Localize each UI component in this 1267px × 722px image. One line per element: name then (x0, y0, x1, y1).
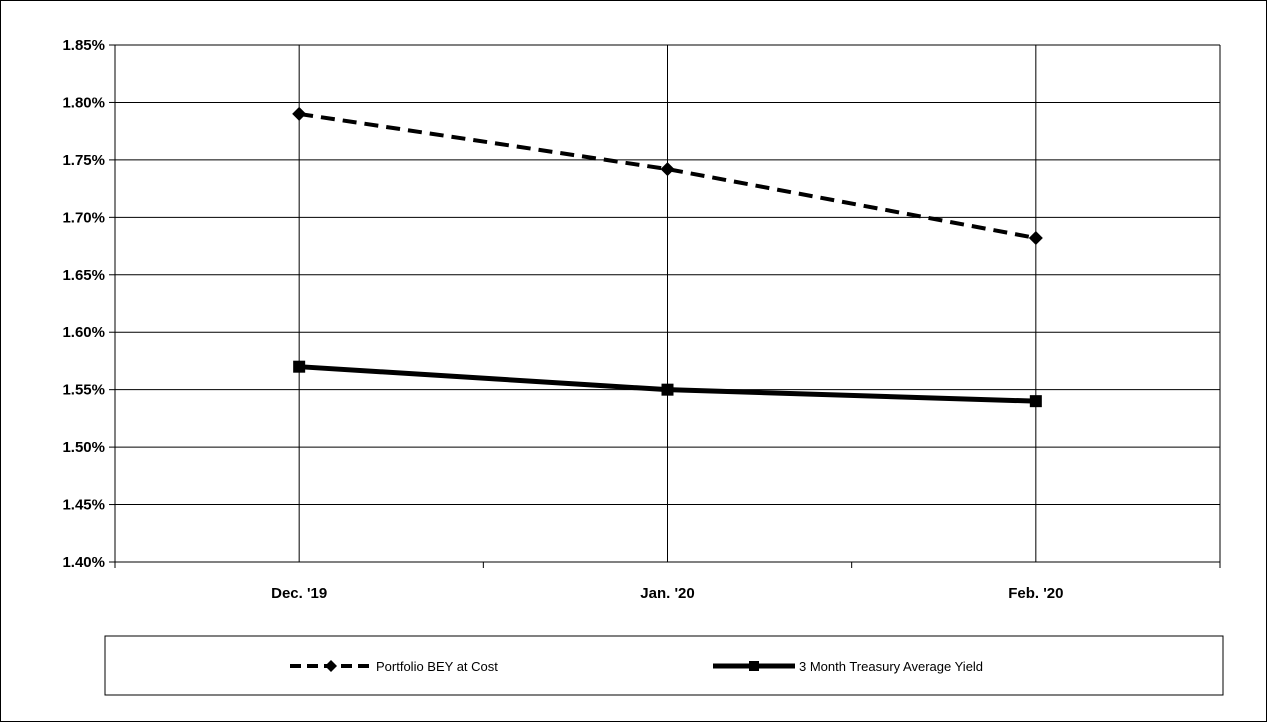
y-tick-label: 1.55% (62, 382, 105, 399)
legend-marker (325, 660, 337, 672)
x-tick-labels: Dec. '19 Jan. '20 Feb. '20 (271, 585, 1063, 602)
y-tick-label: 1.70% (62, 209, 105, 226)
legend-box (104, 635, 1224, 696)
axes (109, 44, 1221, 568)
y-tick-label: 1.45% (62, 497, 105, 514)
series-line (298, 111, 1037, 240)
data-point (661, 383, 674, 396)
legend-label: 3 Month Treasury Average Yield (799, 659, 983, 674)
y-tick-label: 1.80% (62, 94, 105, 111)
data-point (292, 106, 307, 121)
y-tick-label: 1.85% (62, 37, 105, 54)
legend: Portfolio BEY at Cost 3 Month Treasury Av… (104, 635, 1224, 696)
y-tick-label: 1.50% (62, 439, 105, 456)
legend-item-1: Portfolio BEY at Cost (290, 659, 498, 674)
x-tick-label: Feb. '20 (1008, 585, 1063, 602)
data-point (293, 360, 306, 373)
gridlines (115, 44, 1220, 563)
y-tick-label: 1.65% (62, 267, 105, 284)
y-tick-label: 1.75% (62, 152, 105, 169)
series-layer (292, 106, 1043, 408)
x-tick-label: Jan. '20 (640, 585, 694, 602)
series-1 (292, 106, 1043, 246)
x-tick-label: Dec. '19 (271, 585, 327, 602)
legend-label: Portfolio BEY at Cost (376, 659, 498, 674)
data-point (1028, 231, 1043, 246)
series-2 (293, 360, 1042, 408)
y-tick-labels: 1.40% 1.45% 1.50% 1.55% 1.60% 1.65% 1.70% 1.75%… (62, 37, 105, 571)
legend-item-2: 3 Month Treasury Average Yield (713, 659, 983, 674)
data-point (1029, 395, 1042, 408)
legend-marker (749, 661, 759, 671)
y-tick-label: 1.40% (62, 554, 105, 571)
data-point (660, 162, 675, 177)
y-tick-label: 1.60% (62, 324, 105, 341)
